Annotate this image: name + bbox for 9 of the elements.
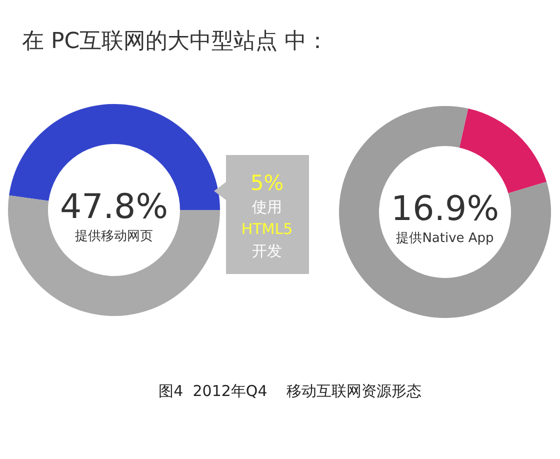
slice-label: 提供Native App	[396, 231, 494, 246]
donut-slice	[339, 106, 551, 318]
chart-title: 在 PC互联网的大中型站点 中：	[22, 29, 329, 54]
donut-slice	[459, 108, 547, 194]
data-label: 16.9%	[390, 189, 500, 229]
data-label: 47.8%	[60, 187, 168, 227]
slice-label: 提供移动网页	[75, 229, 153, 244]
text: 5% 使用 HTML5 开发	[241, 171, 293, 260]
caption: 图4 2012年Q4 移动互联网资源形态	[158, 382, 422, 400]
